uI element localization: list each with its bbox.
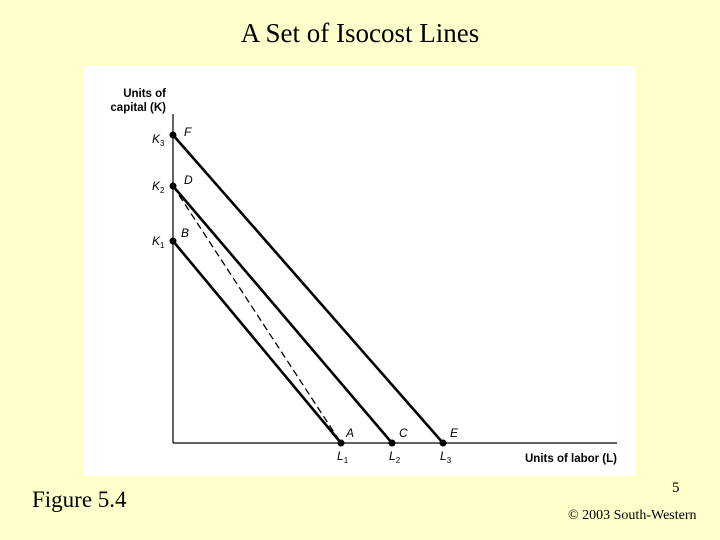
x-axis-label: Units of labor (L) [525, 453, 617, 465]
x-tick-l2: L2 [389, 449, 401, 465]
isocost-line-k2-l2 [172, 185, 393, 444]
point-c [388, 439, 396, 447]
point-d [169, 182, 177, 190]
x-tick-l3: L3 [440, 449, 452, 465]
x-tick-l1: L1 [337, 449, 349, 465]
diagram-svg: Units of capital (K) K3 K2 K1 F D B A C … [110, 88, 617, 465]
label-b: B [181, 226, 189, 240]
dashed-line-d-a [172, 185, 342, 444]
label-d: D [184, 173, 193, 187]
point-b [169, 237, 177, 245]
point-a [337, 439, 345, 447]
isocost-line-k1-l1 [172, 240, 342, 444]
y-tick-k3: K3 [152, 132, 165, 148]
isocost-diagram: Units of capital (K) K3 K2 K1 F D B A C … [84, 66, 636, 476]
y-tick-k2: K2 [152, 179, 165, 195]
label-a: A [345, 426, 354, 440]
point-f [169, 131, 177, 139]
copyright: © 2003 South-Western [568, 508, 697, 523]
label-e: E [450, 426, 459, 440]
page-number: 5 [672, 480, 680, 496]
label-c: C [399, 426, 408, 440]
y-axis-label-line1: Units of [123, 88, 166, 100]
figure-label: Figure 5.4 [32, 487, 127, 512]
y-axis-label-line2: capital (K) [110, 102, 166, 114]
y-tick-k1: K1 [152, 234, 165, 250]
point-e [439, 439, 447, 447]
label-f: F [184, 125, 192, 139]
isocost-line-k3-l3 [172, 134, 444, 444]
slide-title: A Set of Isocost Lines [240, 18, 480, 48]
